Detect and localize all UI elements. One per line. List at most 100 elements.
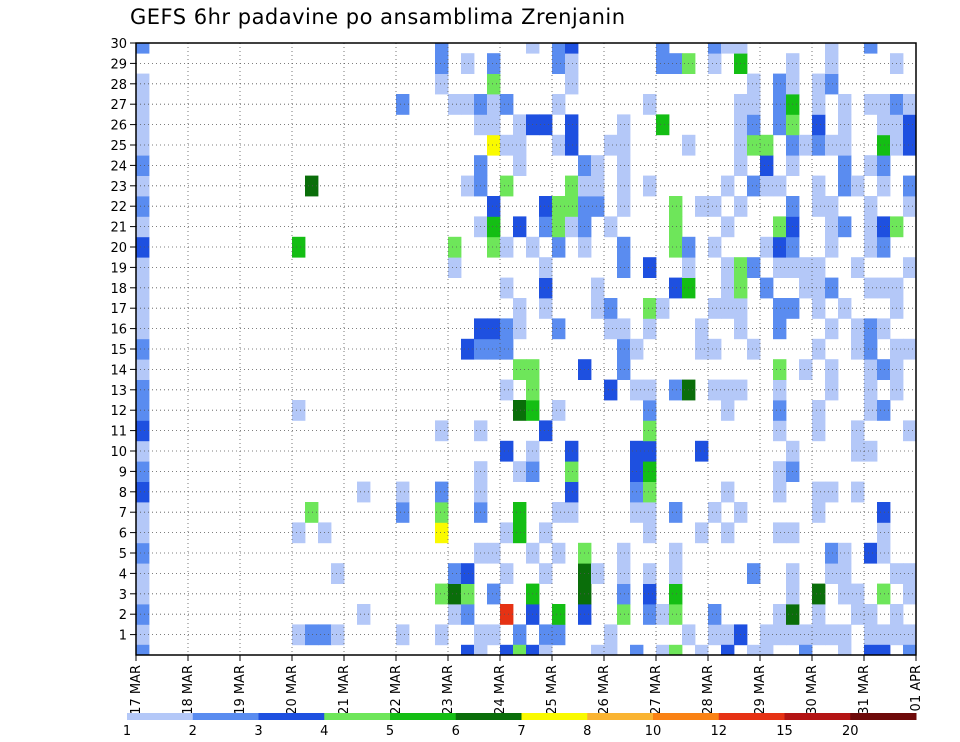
heatmap-cell — [292, 236, 306, 258]
heatmap-cell — [851, 257, 865, 278]
heatmap-cell — [903, 420, 917, 442]
heatmap-cell — [617, 175, 631, 197]
heatmap-cell — [877, 644, 891, 656]
heatmap-cell — [565, 134, 579, 156]
heatmap-cell — [565, 114, 579, 136]
heatmap-cell — [487, 73, 501, 95]
heatmap-cell — [643, 583, 657, 605]
heatmap-cell — [604, 644, 618, 656]
heatmap-cell — [136, 43, 150, 54]
heatmap-cell — [552, 43, 566, 54]
heatmap-cell — [825, 196, 839, 217]
heatmap-cell — [903, 644, 917, 656]
heatmap-cell — [617, 542, 631, 564]
heatmap-cell — [591, 277, 605, 299]
heatmap-cell — [461, 563, 475, 584]
heatmap-cell — [877, 359, 891, 380]
heatmap-cell — [591, 155, 605, 176]
heatmap-cell — [721, 379, 735, 401]
heatmap-cell — [643, 420, 657, 442]
heatmap-cell — [136, 94, 150, 115]
y-tick-label: 8 — [119, 486, 127, 501]
heatmap-cell — [812, 420, 826, 442]
y-axis: 1234567891011121314151617181920212223242… — [110, 37, 136, 644]
heatmap-cell — [136, 440, 150, 462]
heatmap-cell — [812, 338, 826, 360]
heatmap-cell — [760, 134, 774, 156]
heatmap-cell — [903, 563, 917, 584]
y-tick-label: 9 — [119, 465, 127, 480]
x-axis: 17 MAR 18 MAR 19 MAR 20 MAR 21 MAR 22 MAR 23 M… — [129, 655, 924, 715]
heatmap-cell — [760, 644, 774, 656]
heatmap-cell — [747, 134, 761, 156]
heatmap-cell — [760, 624, 774, 646]
x-tick-label: 21 MAR — [337, 665, 352, 715]
heatmap-cell — [773, 604, 787, 625]
heatmap-cell — [812, 604, 826, 625]
heatmap-cell — [864, 400, 878, 421]
heatmap-cell — [136, 624, 150, 646]
y-tick-label: 25 — [110, 139, 127, 154]
heatmap-cell — [136, 216, 150, 238]
heatmap-cell — [500, 134, 514, 156]
colorbar-swatch — [455, 713, 522, 720]
heatmap-cell — [487, 196, 501, 217]
heatmap-cell — [812, 277, 826, 299]
heatmap-cell — [461, 53, 475, 74]
heatmap-cell — [773, 175, 787, 197]
heatmap-cell — [656, 53, 670, 74]
heatmap-cell — [656, 298, 670, 319]
heatmap-cell — [773, 94, 787, 115]
heatmap-cell — [448, 236, 462, 258]
heatmap-cell — [617, 114, 631, 136]
heatmap-cell — [513, 114, 527, 136]
heatmap-cell — [136, 583, 150, 605]
heatmap-cell — [812, 481, 826, 503]
heatmap-cell — [539, 196, 553, 217]
heatmap-cell — [617, 155, 631, 176]
heatmap-cell — [903, 134, 917, 156]
heatmap-cell — [539, 216, 553, 238]
heatmap-cell — [669, 583, 683, 605]
heatmap-cell — [903, 624, 917, 646]
heatmap-cell — [500, 563, 514, 584]
heatmap-cell — [500, 338, 514, 360]
heatmap-cell — [500, 522, 514, 544]
heatmap-cell — [565, 43, 579, 54]
x-tick-label: 18 MAR — [181, 665, 196, 715]
y-tick-label: 22 — [110, 200, 127, 215]
heatmap-cell — [539, 277, 553, 299]
heatmap-cell — [136, 461, 150, 482]
heatmap-cell — [500, 94, 514, 115]
heatmap-cell — [643, 461, 657, 482]
heatmap-cell — [487, 338, 501, 360]
heatmap-cell — [461, 338, 475, 360]
x-tick-label: 28 MAR — [701, 665, 716, 715]
heatmap-cell — [643, 298, 657, 319]
colorbar-label: 6 — [452, 724, 460, 739]
heatmap-cell — [669, 53, 683, 74]
heatmap-cell — [851, 318, 865, 340]
y-tick-label: 30 — [110, 37, 127, 52]
heatmap-cell — [136, 155, 150, 176]
colorbar-swatch — [324, 713, 391, 720]
heatmap-cell — [435, 502, 449, 523]
heatmap-cell — [487, 114, 501, 136]
heatmap-cell — [773, 236, 787, 258]
heatmap-cell — [825, 624, 839, 646]
heatmap-cell — [136, 277, 150, 299]
heatmap-cell — [565, 440, 579, 462]
heatmap-cell — [136, 134, 150, 156]
heatmap-cell — [812, 175, 826, 197]
heatmap-cell — [773, 216, 787, 238]
y-tick-label: 16 — [110, 323, 127, 338]
heatmap-cell — [630, 644, 644, 656]
heatmap-cell — [136, 318, 150, 340]
heatmap-cell — [877, 94, 891, 115]
heatmap-cell — [136, 175, 150, 197]
heatmap-cell — [903, 94, 917, 115]
heatmap-cell — [617, 338, 631, 360]
y-tick-label: 18 — [110, 282, 127, 297]
heatmap-cell — [539, 298, 553, 319]
heatmap-cell — [461, 94, 475, 115]
